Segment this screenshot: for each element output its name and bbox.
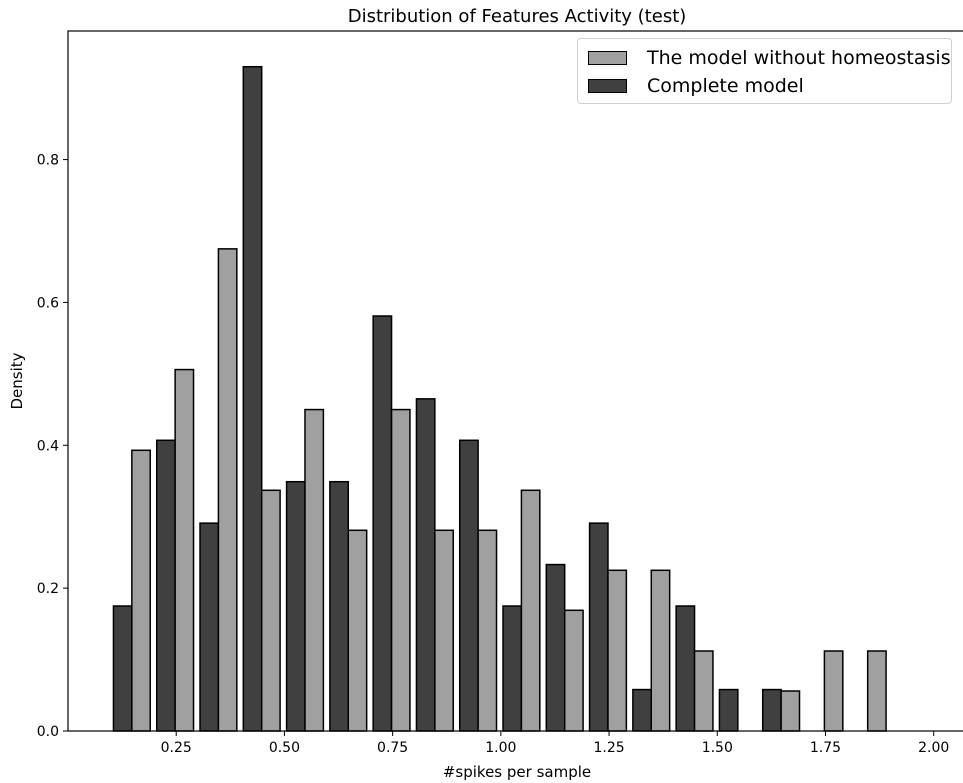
y-tick-label: 0.2 (37, 581, 59, 597)
bars-group (112, 65, 887, 732)
bar-series-1-bin-4 (260, 489, 281, 732)
bar-series-2-bin-16 (761, 688, 782, 732)
bar-series-2-bin-15 (718, 688, 739, 732)
bar-series-2-bin-8 (415, 398, 436, 732)
x-tick-label: 2.00 (918, 740, 949, 756)
y-axis-label: Density (8, 352, 26, 409)
bar-series-1-bin-6 (347, 529, 368, 732)
bar-series-1-bin-2 (174, 368, 195, 732)
bar-series-1-bin-13 (650, 569, 671, 732)
legend-item-series-2: Complete model (588, 74, 804, 98)
y-tick-label: 0.8 (37, 153, 59, 169)
x-tick-label: 0.50 (269, 740, 300, 756)
y-tick-label: 0.0 (37, 724, 59, 740)
bar-series-2-bin-2 (155, 439, 176, 732)
bar-series-2-bin-13 (632, 688, 653, 732)
bar-series-1-bin-10 (520, 489, 541, 732)
bar-series-2-bin-1 (112, 605, 133, 732)
legend: The model without homeostasis Complete m… (577, 38, 952, 104)
bar-series-2-bin-14 (675, 605, 696, 732)
bar-series-1-bin-3 (217, 248, 238, 732)
bar-series-1-bin-17 (823, 650, 844, 732)
bar-series-1-bin-14 (693, 650, 714, 732)
y-tick-label: 0.4 (37, 438, 59, 454)
bar-series-2-bin-5 (285, 480, 306, 732)
bar-series-2-bin-4 (242, 65, 263, 732)
bar-series-2-bin-11 (545, 563, 566, 732)
bar-series-1-bin-12 (607, 569, 628, 732)
axes-group: 0.25 0.50 0.75 1.00 1.25 1.50 1.75 2.00 0.0 0.2 0.… (37, 30, 963, 756)
y-tick-label: 0.6 (37, 295, 59, 311)
legend-swatch-series-2 (588, 79, 627, 93)
bar-series-1-bin-1 (131, 449, 151, 732)
bar-series-1-bin-16 (780, 690, 801, 732)
bar-series-2-bin-10 (502, 605, 523, 732)
x-tick-label: 0.25 (161, 740, 192, 756)
bar-series-2-bin-9 (458, 439, 479, 732)
x-tick-label: 1.00 (485, 740, 516, 756)
legend-swatch-series-1 (588, 51, 627, 65)
x-tick-label: 1.50 (702, 740, 733, 756)
x-axis-label: #spikes per sample (443, 763, 591, 781)
bar-series-2-bin-3 (199, 522, 220, 732)
bar-series-1-bin-5 (304, 408, 325, 732)
x-tick-label: 1.25 (593, 740, 624, 756)
chart-title: Distribution of Features Activity (test) (348, 6, 687, 27)
legend-item-series-1: The model without homeostasis (588, 46, 951, 70)
plot-frame (67, 30, 963, 732)
bar-series-1-bin-11 (563, 609, 584, 732)
bar-series-1-bin-18 (866, 650, 887, 732)
bar-series-1-bin-8 (434, 529, 454, 732)
x-tick-label: 1.75 (810, 740, 841, 756)
x-tick-label: 0.75 (377, 740, 408, 756)
bar-series-2-bin-7 (372, 315, 393, 732)
bar-series-2-bin-12 (588, 522, 609, 732)
bar-series-1-bin-7 (390, 408, 411, 732)
bar-series-2-bin-6 (329, 480, 350, 732)
legend-label-series-2: Complete model (647, 75, 804, 97)
bar-series-1-bin-9 (477, 529, 498, 732)
legend-label-series-1: The model without homeostasis (647, 47, 951, 69)
